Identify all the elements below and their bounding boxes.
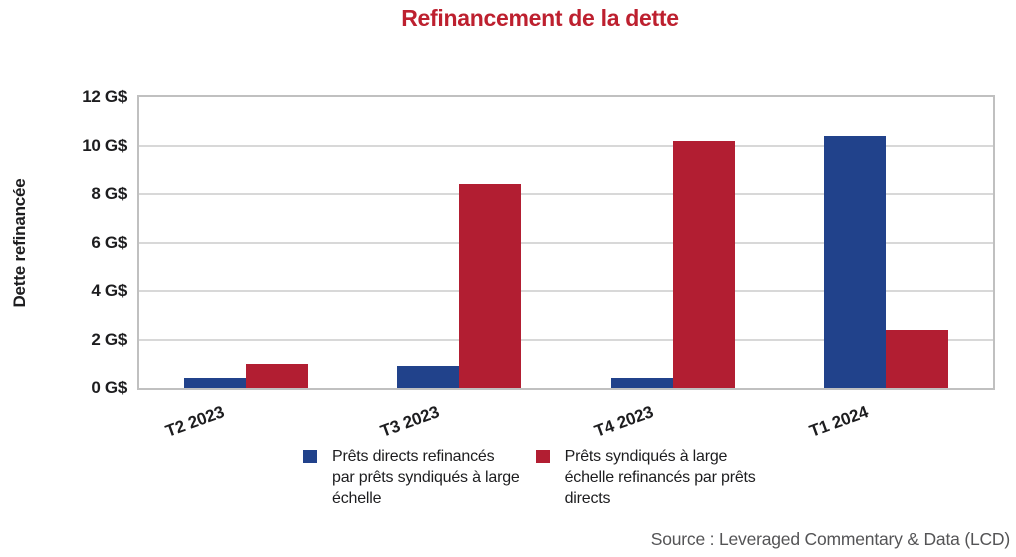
x-cell-t1-2024: T1 2024 — [781, 400, 996, 450]
y-tick-label: 2 G$ — [91, 329, 127, 349]
y-tick-label: 12 G$ — [82, 87, 127, 106]
y-tick-label: 0 G$ — [91, 378, 127, 397]
x-tick-label-t1-2024: T1 2024 — [806, 402, 871, 441]
x-tick-label-t4-2023: T4 2023 — [592, 402, 656, 441]
x-cell-t2-2023: T2 2023 — [137, 400, 352, 450]
bar-syndiques-t3-2023 — [459, 184, 522, 388]
x-cell-t3-2023: T3 2023 — [352, 400, 567, 450]
x-axis-labels: T2 2023 T3 2023 T4 2023 T1 2024 — [137, 400, 995, 450]
legend-swatch-icon — [535, 450, 550, 463]
y-tick-label: 6 G$ — [91, 232, 127, 252]
gridline — [139, 241, 993, 244]
bar-syndiques-t2-2023 — [245, 363, 308, 388]
chart-title: Refinancement de la dette — [401, 5, 679, 31]
legend: Prêts directs refinancés par prêts syndi… — [303, 446, 756, 509]
bar-directs-t3-2023 — [397, 366, 460, 388]
source-note: Source : Leveraged Commentary & Data (LC… — [650, 529, 1010, 549]
bar-directs-t2-2023 — [183, 378, 246, 388]
legend-label: Prêts syndiqués à large échelle refinanc… — [564, 448, 756, 507]
bar-group-t2-2023 — [139, 97, 353, 388]
x-tick-label-t3-2023: T3 2023 — [377, 402, 442, 441]
y-tick-label: 4 G$ — [91, 281, 127, 300]
bar-syndiques-t4-2023 — [672, 140, 735, 388]
plot-area — [137, 95, 995, 390]
gridlines — [139, 97, 993, 388]
legend-swatch-icon — [303, 450, 317, 463]
gridline — [139, 144, 993, 147]
gridline — [139, 338, 993, 341]
y-axis-title: Dette refinancée — [10, 178, 29, 308]
legend-label: Prêts directs refinancés par prêts syndi… — [332, 448, 520, 507]
bar-directs-t1-2024 — [824, 135, 887, 388]
bar-groups — [139, 97, 993, 388]
gridline — [139, 193, 993, 195]
bar-group-t4-2023 — [566, 97, 780, 388]
y-axis-tick-labels: 12 G$ 10 G$ 8 G$ 6 G$ 4 G$ 2 G$ 0 G$ — [28, 87, 127, 397]
gridline — [139, 290, 993, 292]
x-tick-label-t2-2023: T2 2023 — [163, 402, 227, 441]
x-cell-t4-2023: T4 2023 — [566, 400, 781, 450]
y-tick-label: 8 G$ — [91, 184, 127, 203]
bar-directs-t4-2023 — [610, 378, 673, 388]
legend-item-2: Prêts syndiqués à large échelle refinanc… — [535, 446, 756, 509]
bar-group-t3-2023 — [353, 97, 567, 388]
y-tick-label: 10 G$ — [82, 135, 127, 155]
bar-group-t1-2024 — [780, 97, 994, 388]
bar-syndiques-t1-2024 — [886, 329, 949, 388]
legend-item-1: Prêts directs refinancés par prêts syndi… — [303, 446, 520, 509]
